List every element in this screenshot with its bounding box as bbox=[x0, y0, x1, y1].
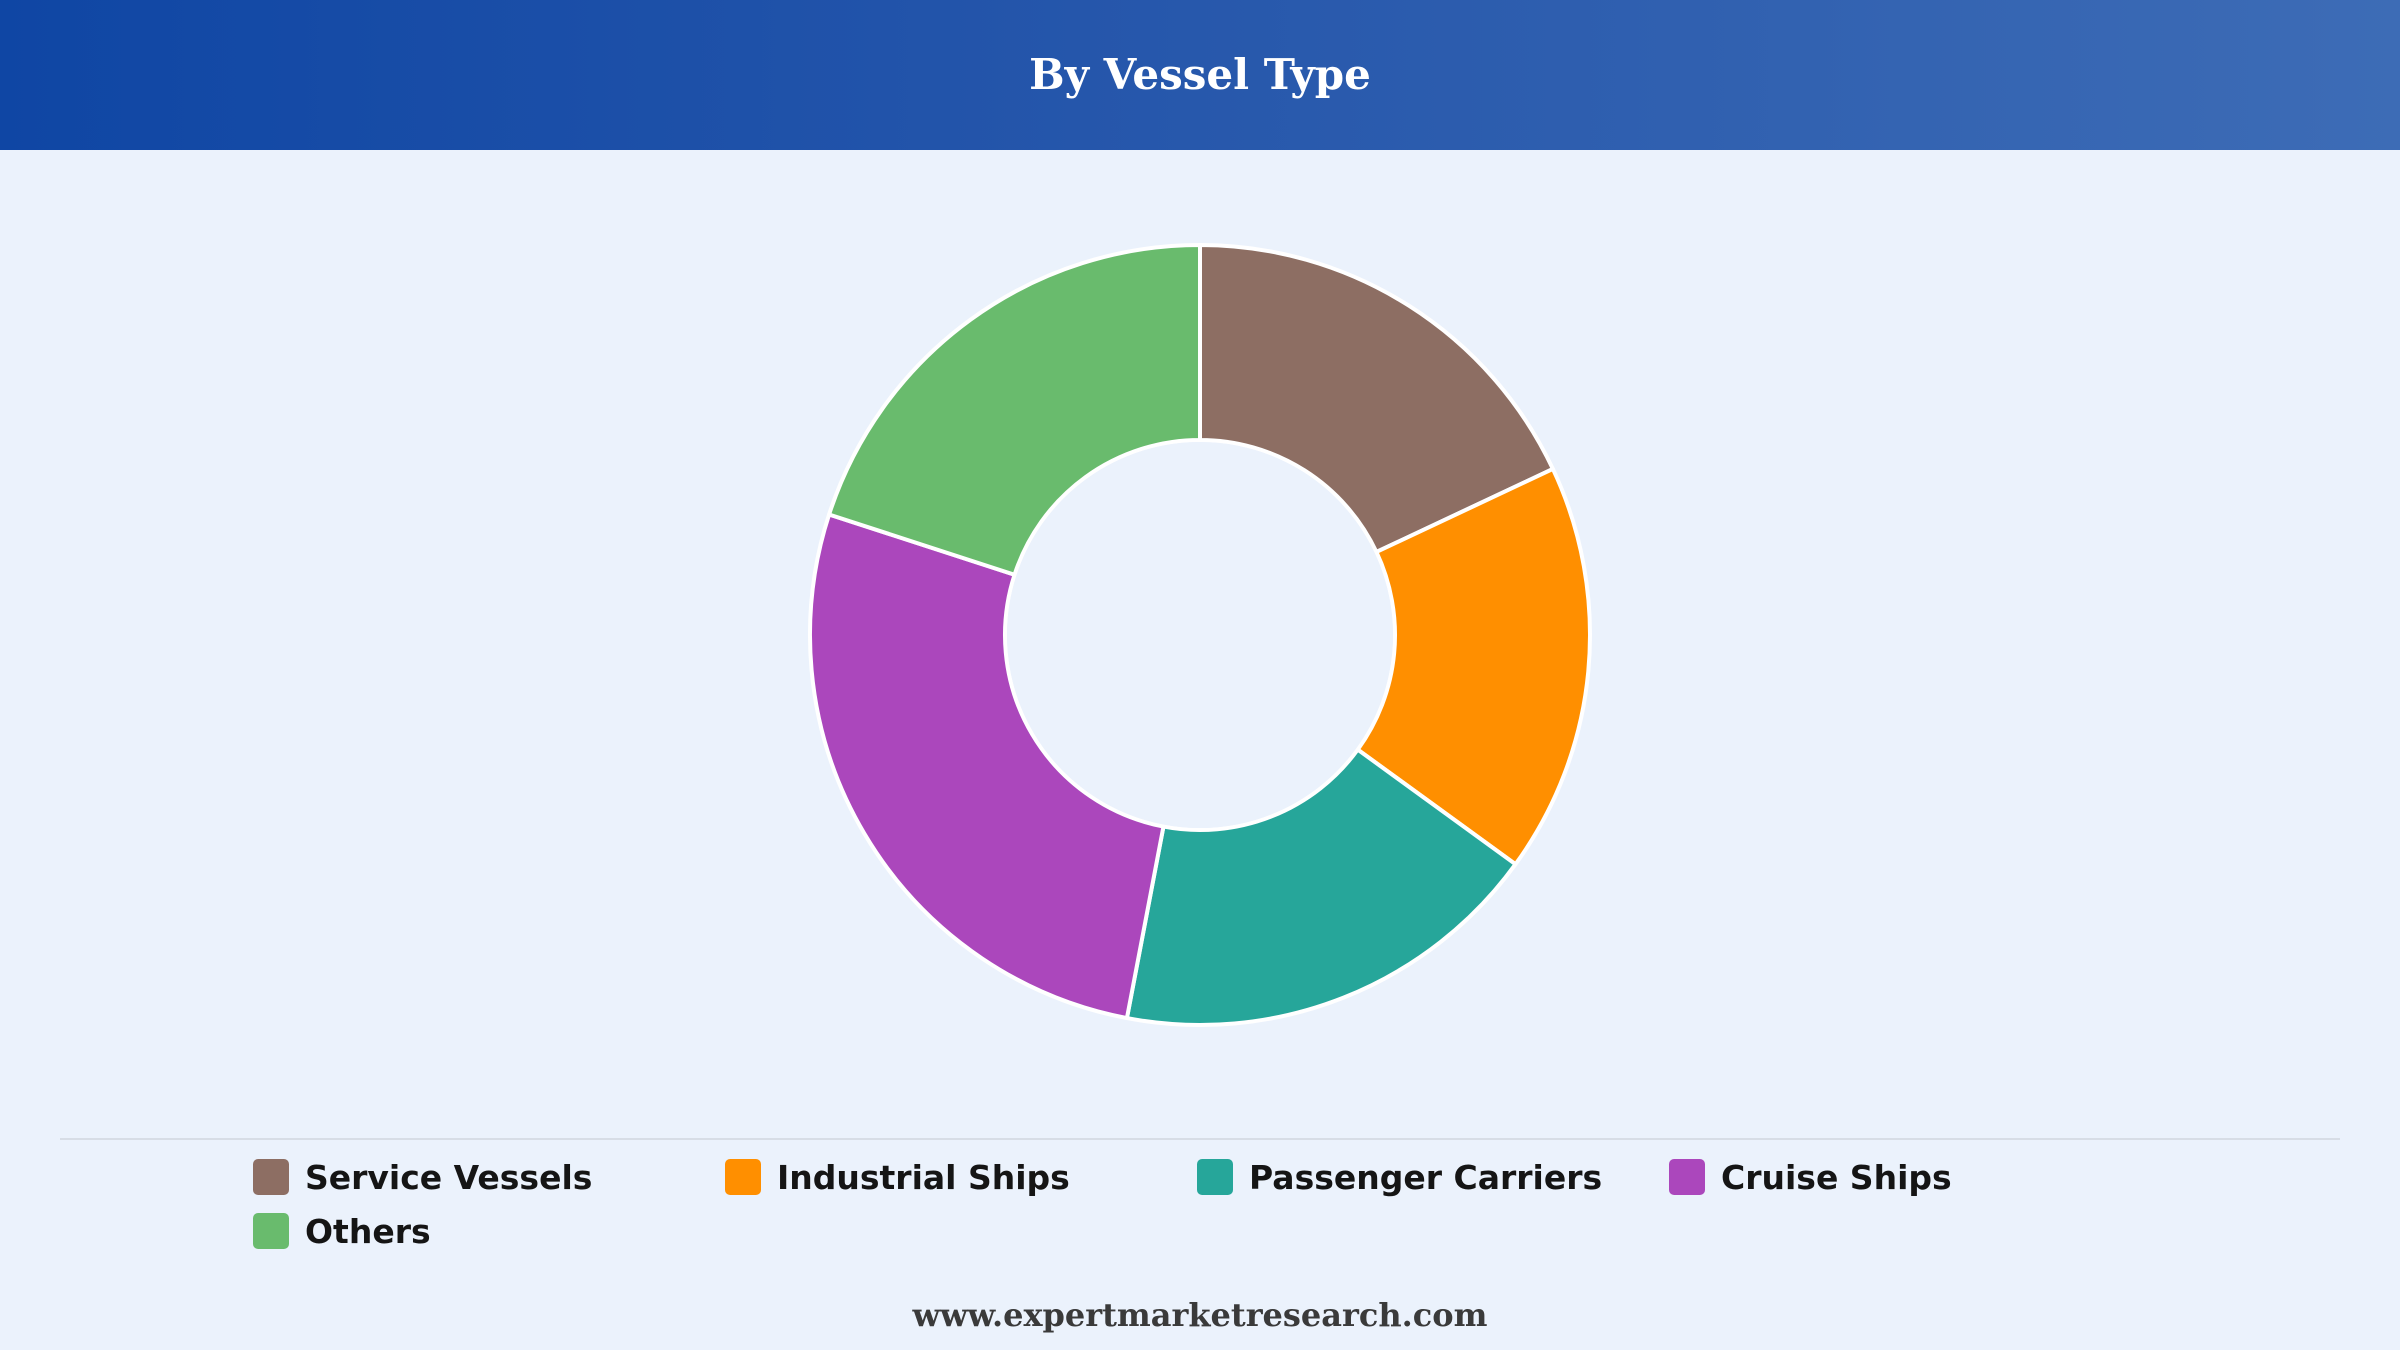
donut-hole bbox=[1007, 442, 1393, 828]
slice-passenger-carriers[interactable] bbox=[1124, 747, 1518, 1027]
slice-service-vessels[interactable] bbox=[1198, 243, 1555, 554]
legend-item-passenger-carriers[interactable]: Passenger Carriers bbox=[1197, 1150, 1669, 1204]
legend-label: Others bbox=[305, 1211, 431, 1251]
source-footer: www.expertmarketresearch.com bbox=[912, 1296, 1488, 1334]
slice-industrial-ships[interactable] bbox=[1355, 466, 1592, 867]
legend-swatch-service-vessels bbox=[253, 1159, 289, 1195]
slice-cruise-ships[interactable] bbox=[808, 512, 1166, 1021]
legend-label: Cruise Ships bbox=[1721, 1157, 1952, 1197]
legend-swatch-cruise-ships bbox=[1669, 1159, 1705, 1195]
header-banner: By Vessel Type bbox=[0, 0, 2400, 150]
legend-item-others[interactable]: Others bbox=[253, 1204, 725, 1258]
legend-swatch-industrial-ships bbox=[725, 1159, 761, 1195]
legend-label: Passenger Carriers bbox=[1249, 1157, 1603, 1197]
legend-divider bbox=[60, 1138, 2340, 1140]
chart-title: By Vessel Type bbox=[1029, 49, 1371, 99]
chart-area bbox=[0, 150, 2400, 1130]
legend-label: Service Vessels bbox=[305, 1157, 593, 1197]
legend-label: Industrial Ships bbox=[777, 1157, 1070, 1197]
chart-legend: Service Vessels Industrial Ships Passeng… bbox=[253, 1150, 2153, 1258]
legend-item-service-vessels[interactable]: Service Vessels bbox=[253, 1150, 725, 1204]
slice-others[interactable] bbox=[827, 243, 1202, 577]
legend-swatch-others bbox=[253, 1213, 289, 1249]
donut-chart bbox=[808, 243, 1592, 1027]
legend-item-industrial-ships[interactable]: Industrial Ships bbox=[725, 1150, 1197, 1204]
legend-swatch-passenger-carriers bbox=[1197, 1159, 1233, 1195]
legend-item-cruise-ships[interactable]: Cruise Ships bbox=[1669, 1150, 2141, 1204]
